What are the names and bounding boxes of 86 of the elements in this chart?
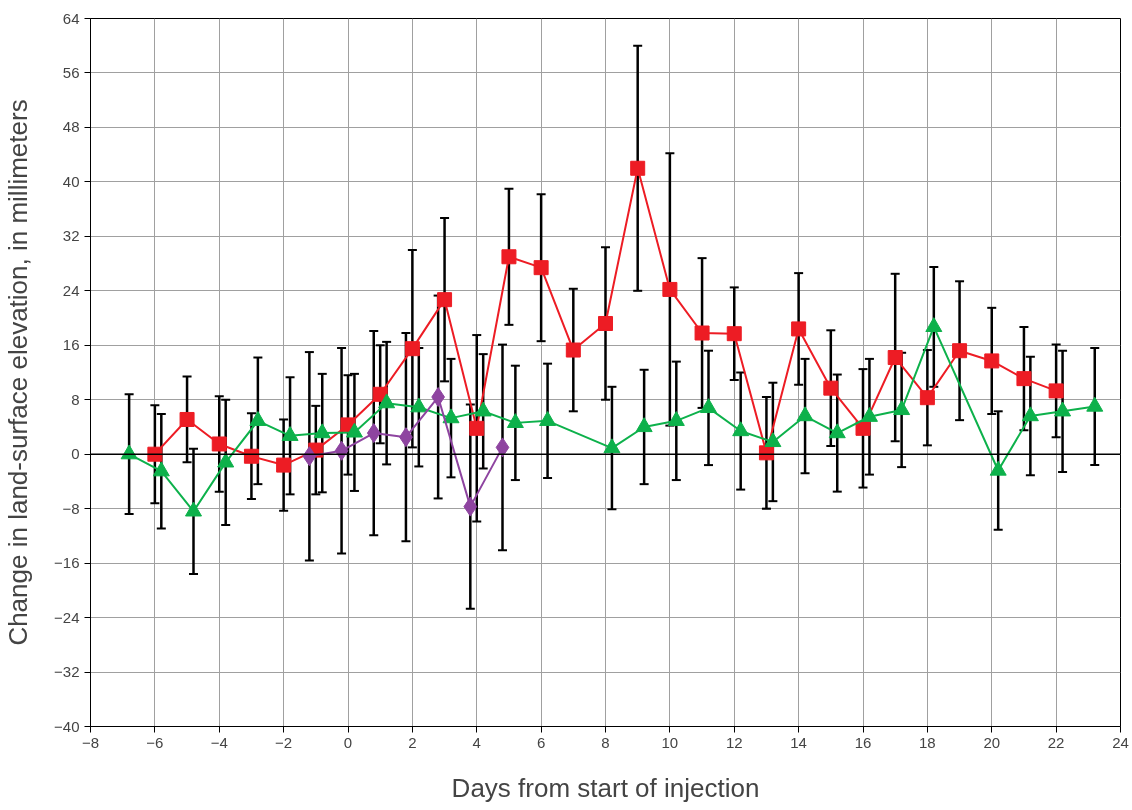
x-tick-label: −2 xyxy=(275,733,293,751)
point xyxy=(796,406,814,422)
point xyxy=(442,408,460,424)
point xyxy=(179,411,195,427)
y-tick-label: −24 xyxy=(54,608,80,626)
point xyxy=(217,452,235,468)
point xyxy=(860,407,878,422)
point xyxy=(855,420,871,436)
y-tick-label: −32 xyxy=(54,663,80,681)
point xyxy=(249,411,267,426)
point xyxy=(726,326,742,342)
y-tick-label: 48 xyxy=(62,118,80,136)
x-tick-label: 12 xyxy=(725,733,743,751)
point xyxy=(495,437,510,458)
point xyxy=(276,457,292,473)
y-tick-label: 16 xyxy=(62,336,80,354)
point xyxy=(565,342,581,358)
point xyxy=(823,380,839,396)
point xyxy=(952,343,968,359)
point xyxy=(533,260,549,276)
x-tick-label: 24 xyxy=(1112,733,1129,751)
point xyxy=(791,321,807,337)
x-tick-label: 16 xyxy=(854,733,872,751)
point xyxy=(506,413,524,428)
point xyxy=(152,461,170,477)
x-tick-label: 8 xyxy=(601,733,610,751)
y-tick-label: −40 xyxy=(54,717,80,735)
y-tick-label: −8 xyxy=(62,499,80,517)
x-tick-label: 18 xyxy=(919,733,936,751)
x-tick-label: 0 xyxy=(343,733,353,751)
point xyxy=(474,401,492,417)
point xyxy=(501,249,517,265)
point xyxy=(700,398,717,414)
point xyxy=(1054,401,1072,417)
x-tick-label: 2 xyxy=(408,733,417,751)
point xyxy=(989,460,1007,476)
point xyxy=(764,432,782,448)
point xyxy=(1021,406,1039,422)
y-tick-label: 40 xyxy=(62,172,80,190)
point xyxy=(437,292,453,308)
point xyxy=(984,353,1000,369)
point xyxy=(1048,383,1064,399)
point xyxy=(345,422,363,438)
point xyxy=(887,350,903,366)
x-tick-label: 22 xyxy=(1047,733,1065,751)
x-tick-label: 14 xyxy=(790,733,807,751)
y-tick-label: 0 xyxy=(71,445,80,463)
point xyxy=(366,423,381,444)
y-tick-label: 32 xyxy=(62,227,80,245)
y-tick-label: 8 xyxy=(71,390,80,408)
point xyxy=(635,417,653,433)
y-tick-label: 64 xyxy=(62,9,80,27)
point xyxy=(404,341,420,357)
y-tick-label: 24 xyxy=(62,281,80,299)
point xyxy=(893,400,911,416)
point xyxy=(1086,396,1104,412)
point xyxy=(211,436,227,452)
point xyxy=(732,421,750,437)
point xyxy=(313,423,331,439)
point xyxy=(667,411,685,426)
x-tick-label: 10 xyxy=(661,733,679,751)
point xyxy=(694,325,710,341)
point xyxy=(410,397,428,413)
point xyxy=(185,501,202,517)
y-axis-title: Change in land-surface elevation, in millimeters xyxy=(3,99,34,646)
x-tick-label: 6 xyxy=(536,733,546,751)
point xyxy=(828,423,846,439)
y-tick-label: 56 xyxy=(62,63,80,81)
point xyxy=(281,426,299,441)
point xyxy=(925,317,943,333)
x-tick-label: 4 xyxy=(472,733,481,751)
x-tick-label: −6 xyxy=(146,733,164,751)
point xyxy=(1016,371,1032,387)
point xyxy=(603,438,621,454)
point xyxy=(378,393,396,409)
point xyxy=(463,496,478,517)
point xyxy=(919,390,935,406)
x-axis-title: Days from start of injection xyxy=(451,772,760,803)
point xyxy=(662,281,678,297)
point xyxy=(598,315,613,331)
point xyxy=(469,420,485,436)
point xyxy=(539,411,557,426)
x-tick-label: −4 xyxy=(210,733,228,751)
point xyxy=(630,160,646,176)
x-tick-label: 20 xyxy=(983,733,1001,751)
y-tick-label: −16 xyxy=(54,554,80,572)
